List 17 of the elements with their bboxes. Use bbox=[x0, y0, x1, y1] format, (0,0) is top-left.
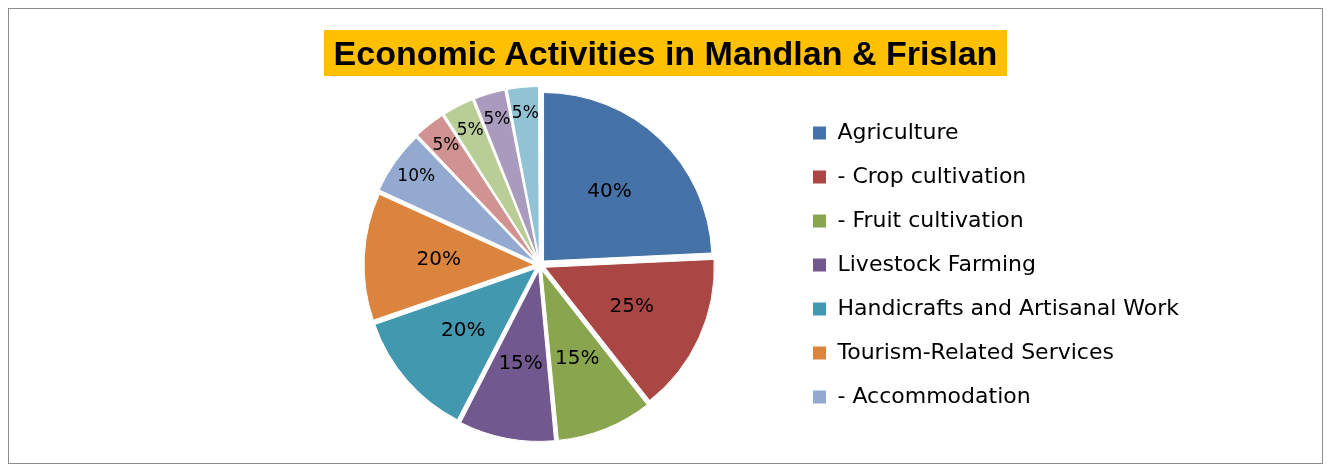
data-label: 5% bbox=[483, 107, 511, 128]
data-label: 15% bbox=[555, 345, 600, 370]
data-label: 10% bbox=[397, 165, 436, 186]
data-label: 20% bbox=[416, 246, 461, 271]
legend-label: - Crop cultivation bbox=[837, 162, 1027, 188]
legend-label: Agriculture bbox=[837, 118, 959, 144]
data-label: 15% bbox=[498, 350, 543, 375]
data-label: 20% bbox=[441, 317, 486, 342]
legend-label: - Accommodation bbox=[837, 382, 1031, 408]
data-label: 25% bbox=[609, 293, 654, 318]
legend-label: Livestock Farming bbox=[837, 250, 1037, 276]
legend-label: - Fruit cultivation bbox=[837, 206, 1024, 232]
chart-title: Economic Activities in Mandlan & Frislan bbox=[323, 30, 1008, 76]
legend-label: Handicrafts and Artisanal Work bbox=[837, 294, 1180, 320]
data-label: 40% bbox=[587, 178, 632, 203]
legend-label: Tourism-Related Services bbox=[836, 338, 1114, 364]
data-label: 5% bbox=[511, 102, 539, 123]
